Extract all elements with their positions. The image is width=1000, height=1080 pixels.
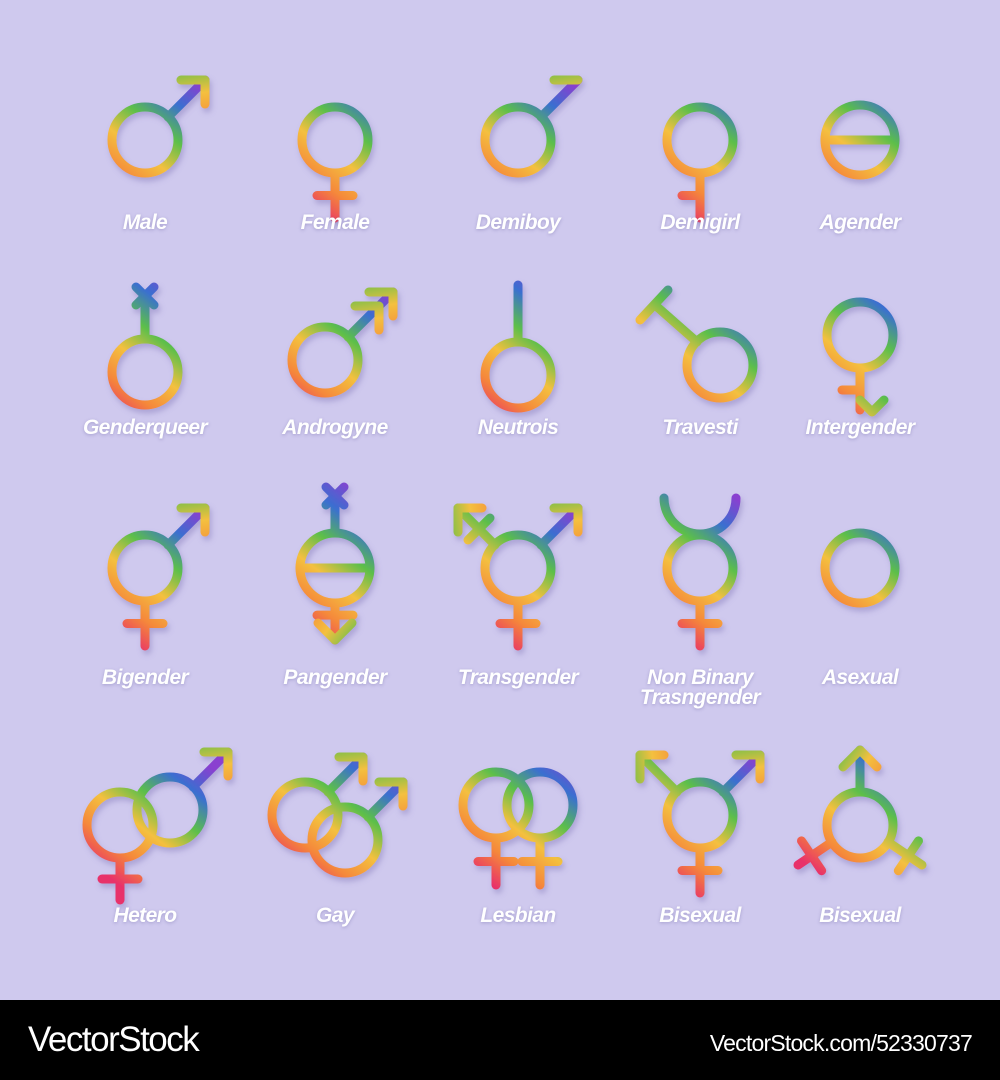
symbol-label: Female: [300, 211, 370, 234]
asexual-symbol-icon: [820, 528, 900, 608]
demiboy-symbol-icon: [480, 75, 583, 178]
symbol-label: Pangender: [283, 666, 387, 689]
footer-bar: VectorStock VectorStock.com/52330737: [0, 1000, 1000, 1080]
nonbinary-transgender-symbol-icon: [659, 493, 741, 651]
gay-symbol-icon: [267, 752, 408, 878]
bigender-symbol-icon: [107, 503, 210, 651]
symbol-label: Intergender: [805, 416, 916, 439]
symbol-label: Genderqueer: [82, 416, 208, 439]
symbol-label: Bisexual: [659, 904, 741, 927]
female-symbol-icon: [297, 102, 373, 223]
symbol-label: Hetero: [113, 904, 178, 927]
bisexual-alt-symbol-icon: [793, 745, 927, 876]
transgender-symbol-icon: [453, 503, 583, 651]
symbol-label: Asexual: [821, 666, 899, 689]
symbol-label: Bigender: [101, 666, 189, 689]
image-reference: VectorStock.com/52330737: [709, 1030, 973, 1056]
agender-symbol-icon: [820, 100, 900, 180]
male-symbol-icon: [107, 75, 210, 178]
genderqueer-symbol-icon: [107, 282, 183, 410]
symbol-label: Male: [122, 211, 168, 234]
symbol-label: Agender: [819, 211, 902, 234]
symbol-label: Travesti: [662, 416, 738, 439]
symbol-label: Non Binary Trasngender: [639, 666, 761, 709]
symbol-label: Demiboy: [475, 211, 561, 234]
neutrois-symbol-icon: [480, 280, 556, 413]
bisexual-symbol-icon: [635, 750, 765, 898]
intergender-symbol-icon: [822, 297, 898, 417]
symbol-label: Neutrois: [477, 416, 559, 439]
pangender-symbol-icon: [295, 482, 375, 645]
hetero-symbol-icon: [82, 747, 233, 905]
symbol-label: Lesbian: [480, 904, 556, 927]
androgyne-symbol-icon: [287, 287, 398, 398]
symbol-label: Bisexual: [819, 904, 901, 927]
symbols-artwork: [82, 75, 927, 905]
symbol-label: Demigirl: [660, 211, 740, 234]
symbol-label: Transgender: [457, 666, 579, 689]
symbol-label: Androgyne: [282, 416, 388, 439]
demigirl-symbol-icon: [662, 102, 738, 223]
lesbian-symbol-icon: [458, 767, 578, 890]
brand-logo: VectorStock: [28, 1020, 200, 1059]
travesti-symbol-icon: [635, 285, 758, 403]
symbol-label: Gay: [316, 904, 355, 927]
